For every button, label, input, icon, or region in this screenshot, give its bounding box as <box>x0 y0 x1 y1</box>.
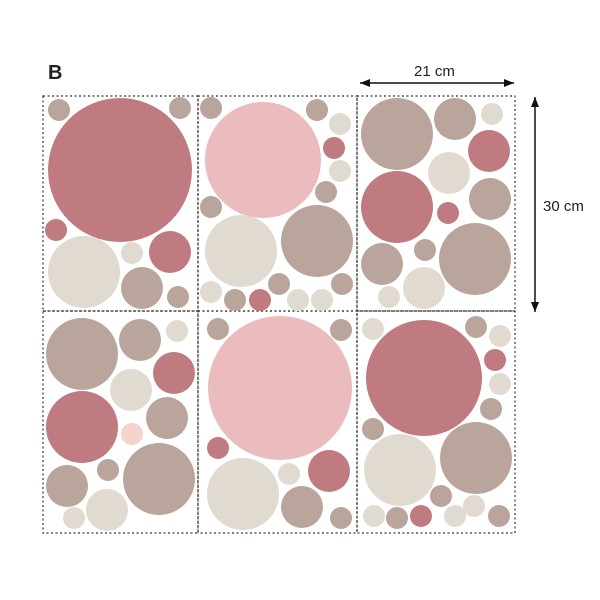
decal-dot-58 <box>278 463 300 485</box>
decal-dot-49 <box>97 459 119 481</box>
decal-dot-47 <box>146 397 188 439</box>
decal-dot-25 <box>311 289 333 311</box>
decal-dot-57 <box>207 458 279 530</box>
decal-dot-63 <box>362 318 384 340</box>
decal-dot-48 <box>46 465 88 507</box>
width-label: 21 cm <box>414 63 455 80</box>
decal-dot-45 <box>46 391 118 463</box>
decal-dot-17 <box>200 196 222 218</box>
height-arrow-bottom-head <box>531 302 539 312</box>
decal-dot-24 <box>287 289 309 311</box>
decal-dot-64 <box>465 316 487 338</box>
height-label: 30 cm <box>543 198 584 215</box>
decal-dot-5 <box>48 236 120 308</box>
decal-dot-6 <box>121 242 143 264</box>
decal-dot-53 <box>208 316 352 460</box>
decal-dot-59 <box>308 450 350 492</box>
decal-dot-70 <box>364 434 436 506</box>
decal-dot-18 <box>205 215 277 287</box>
decal-dot-34 <box>469 178 511 220</box>
decal-dot-26 <box>331 273 353 295</box>
decal-dot-69 <box>362 418 384 440</box>
decal-dot-19 <box>281 205 353 277</box>
decal-dot-72 <box>430 485 452 507</box>
decal-dot-62 <box>366 320 482 436</box>
decal-dot-50 <box>123 443 195 515</box>
decal-dot-2 <box>48 99 70 121</box>
decal-dot-12 <box>306 99 328 121</box>
decal-dot-54 <box>207 318 229 340</box>
height-arrow-top-head <box>531 97 539 107</box>
decal-dot-43 <box>153 352 195 394</box>
decal-dot-41 <box>119 319 161 361</box>
decal-dot-9 <box>167 286 189 308</box>
decal-dot-76 <box>386 507 408 529</box>
decal-dot-67 <box>489 373 511 395</box>
decal-dot-29 <box>481 103 503 125</box>
variant-label: B <box>48 62 63 84</box>
sticker-sheet-6 <box>356 310 516 534</box>
decal-dot-78 <box>444 505 466 527</box>
decal-dot-14 <box>323 137 345 159</box>
decal-dot-44 <box>110 369 152 411</box>
decal-dot-68 <box>480 398 502 420</box>
decal-dot-4 <box>45 219 67 241</box>
decal-dot-7 <box>149 231 191 273</box>
decal-dot-73 <box>463 495 485 517</box>
decal-dot-65 <box>489 325 511 347</box>
sticker-sheet-2 <box>197 95 358 312</box>
decal-dot-46 <box>121 423 143 445</box>
decal-dot-38 <box>378 286 400 308</box>
decal-dot-36 <box>414 239 436 261</box>
decal-dot-10 <box>205 102 321 218</box>
decal-dot-32 <box>361 171 433 243</box>
decal-dot-51 <box>63 507 85 529</box>
decal-dot-71 <box>440 422 512 494</box>
decal-dot-37 <box>439 223 511 295</box>
decal-dot-8 <box>121 267 163 309</box>
decal-dot-33 <box>437 202 459 224</box>
decal-dot-40 <box>46 318 118 390</box>
decal-dot-15 <box>329 160 351 182</box>
decal-dot-55 <box>330 319 352 341</box>
decal-dot-30 <box>468 130 510 172</box>
decal-dot-61 <box>330 507 352 529</box>
width-arrow-right-head <box>504 79 514 87</box>
decal-dot-3 <box>169 97 191 119</box>
decal-dot-20 <box>268 273 290 295</box>
decal-dot-39 <box>403 267 445 309</box>
decal-dot-35 <box>361 243 403 285</box>
decal-dot-1 <box>48 98 192 242</box>
sticker-sheet-3 <box>356 95 516 312</box>
decal-dot-27 <box>361 98 433 170</box>
decal-dot-66 <box>484 349 506 371</box>
decal-dot-23 <box>249 289 271 311</box>
decal-dot-77 <box>410 505 432 527</box>
decal-dot-13 <box>329 113 351 135</box>
decal-dot-22 <box>224 289 246 311</box>
decal-dot-21 <box>200 281 222 303</box>
decal-dot-74 <box>488 505 510 527</box>
decal-dot-11 <box>200 97 222 119</box>
decal-dot-42 <box>166 320 188 342</box>
decal-dot-56 <box>207 437 229 459</box>
decal-dot-52 <box>86 489 128 531</box>
decal-dot-31 <box>428 152 470 194</box>
decal-dot-16 <box>315 181 337 203</box>
decal-dot-28 <box>434 98 476 140</box>
sticker-sheet-4 <box>42 310 199 534</box>
decal-dot-75 <box>363 505 385 527</box>
decal-dot-60 <box>281 486 323 528</box>
width-arrow-left-head <box>360 79 370 87</box>
